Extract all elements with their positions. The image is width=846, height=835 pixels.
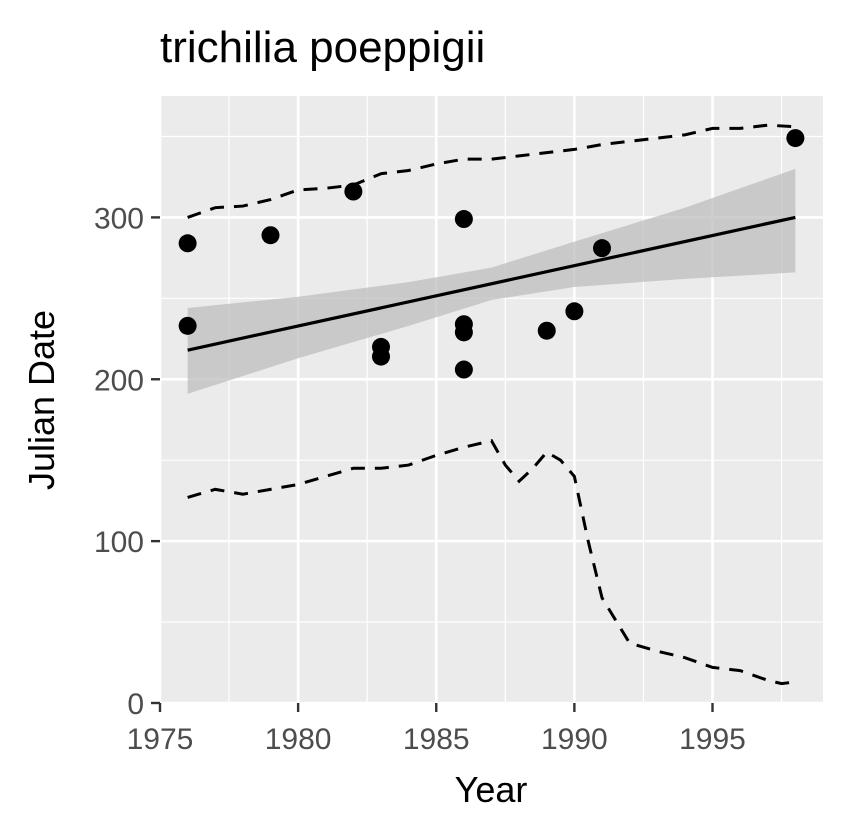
- plot-panel: [160, 96, 823, 703]
- x-tick-label: 1990: [541, 723, 608, 756]
- y-tick-label: 100: [94, 526, 144, 559]
- grid-major: [158, 96, 823, 705]
- y-tick-label: 0: [127, 688, 144, 721]
- confidence-band-layer: [187, 168, 796, 394]
- data-point: [261, 226, 280, 245]
- y-tick-label: 200: [94, 364, 144, 397]
- data-point: [178, 316, 197, 335]
- axis-layer: 1975 1980 1985 1990 1995 0 100 200 300: [94, 202, 746, 756]
- x-tick-label: 1975: [127, 723, 194, 756]
- y-tick-label: 300: [94, 202, 144, 235]
- data-point: [372, 347, 390, 366]
- data-point: [454, 210, 473, 229]
- x-tick-label: 1980: [265, 723, 332, 756]
- point-layer: [178, 129, 805, 379]
- line-layer: [187, 123, 796, 686]
- data-point: [454, 323, 473, 342]
- confidence-band: [187, 168, 796, 394]
- data-point: [178, 234, 197, 253]
- data-point: [537, 321, 556, 340]
- lower-bound-dashed-line: [187, 439, 796, 686]
- x-axis-title: Year: [455, 769, 528, 810]
- upper-bound-dashed-line: [187, 123, 796, 219]
- data-point: [344, 182, 363, 201]
- data-point: [786, 129, 805, 148]
- data-point: [593, 239, 611, 258]
- trend-line: [187, 215, 796, 352]
- data-point: [565, 302, 584, 321]
- data-point: [454, 360, 473, 379]
- chart-title: trichilia poeppigii: [160, 23, 485, 72]
- x-tick-label: 1985: [403, 723, 470, 756]
- x-tick-label: 1995: [679, 723, 746, 756]
- y-axis-title: Julian Date: [21, 310, 62, 490]
